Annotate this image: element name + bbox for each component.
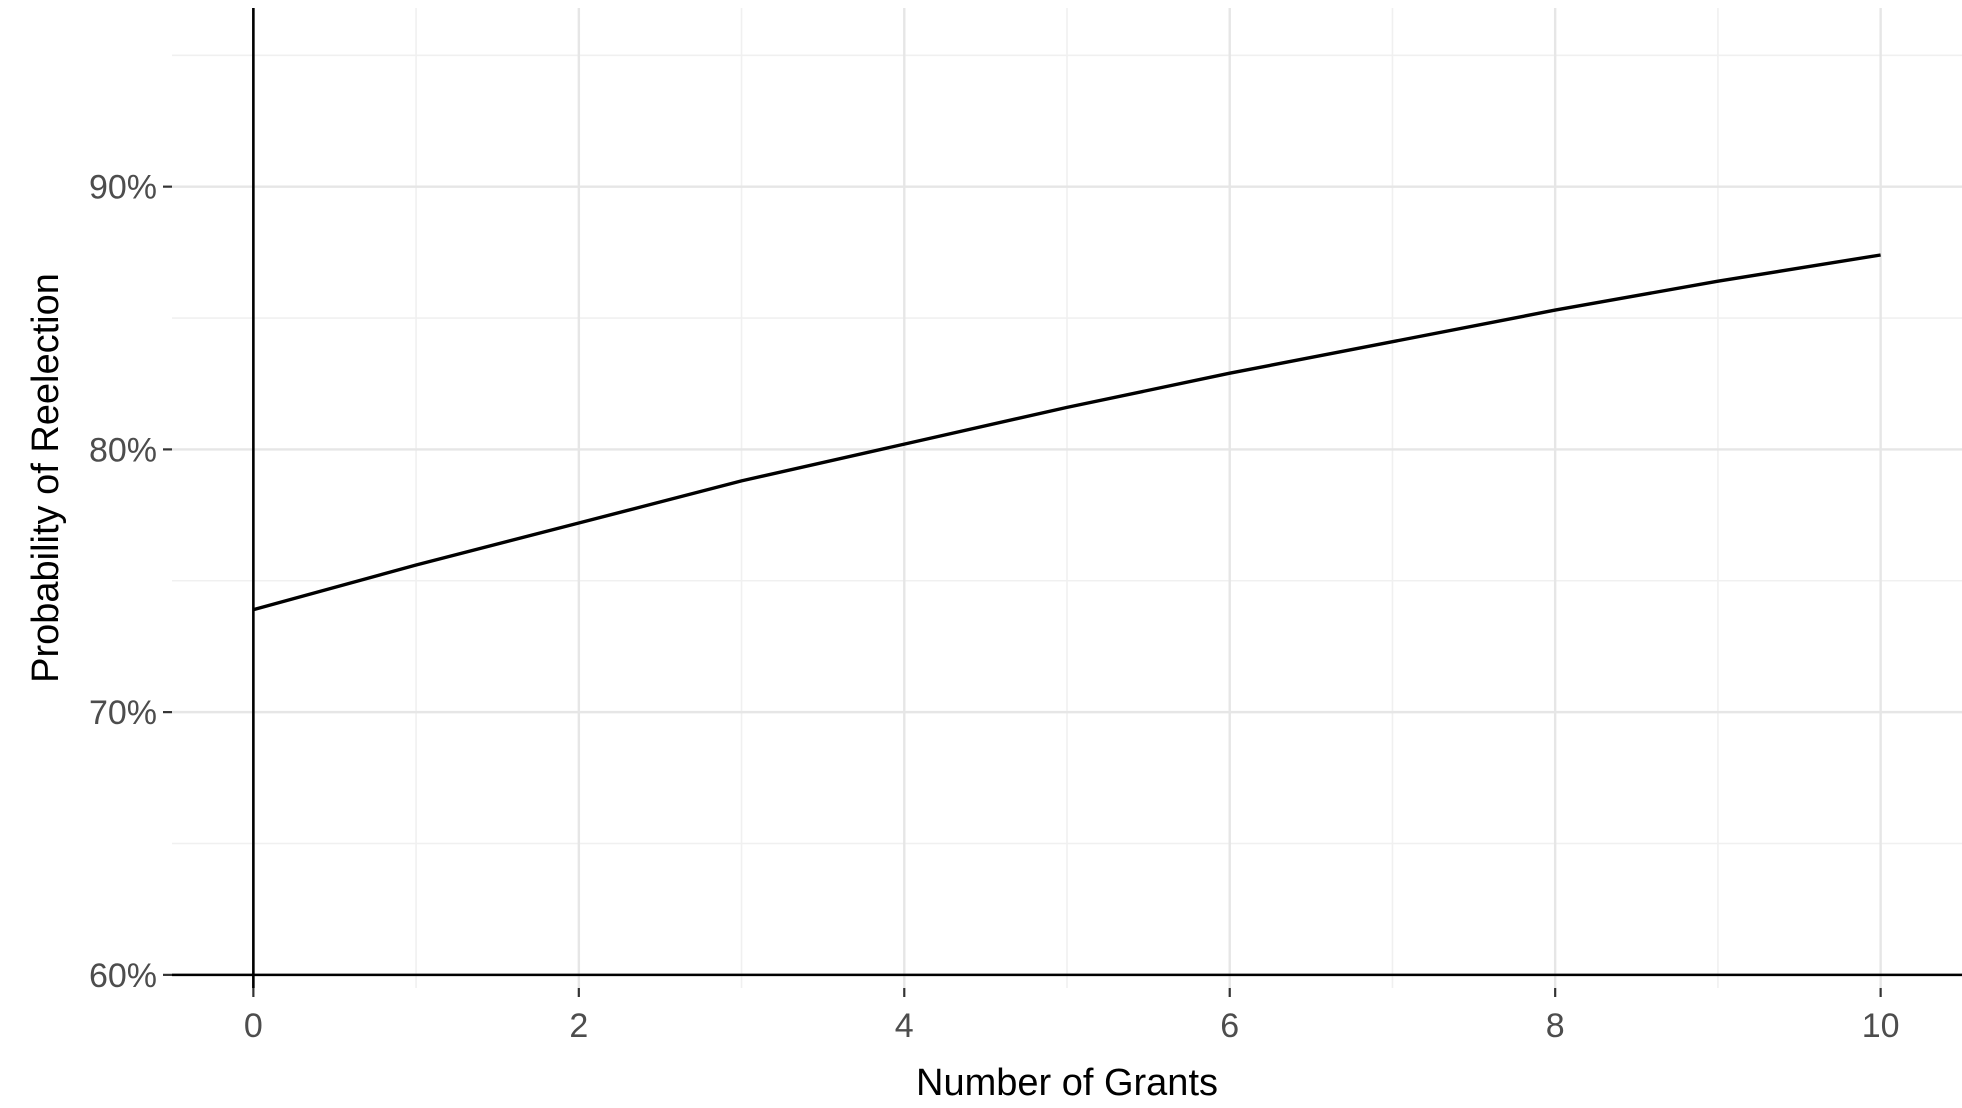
x-axis-title: Number of Grants <box>916 1062 1218 1104</box>
x-tick-label: 6 <box>1220 1007 1239 1045</box>
y-axis-title: Probability of Reelection <box>25 273 67 683</box>
tick-labels: 0 2 4 6 8 10 60% 70% 80% 90% <box>89 169 1900 1045</box>
x-tick-label: 8 <box>1546 1007 1565 1045</box>
y-tick-label: 60% <box>89 957 157 995</box>
major-gridlines <box>172 8 1962 988</box>
x-tick-label: 4 <box>895 1007 914 1045</box>
minor-gridlines <box>172 8 1962 988</box>
x-tick-label: 10 <box>1862 1007 1900 1045</box>
y-tick-label: 70% <box>89 694 157 732</box>
x-tick-label: 2 <box>569 1007 588 1045</box>
tick-marks <box>163 185 1882 997</box>
reference-axes <box>172 8 1962 988</box>
series-line-0 <box>252 253 1881 612</box>
y-tick-label: 80% <box>89 431 157 469</box>
y-tick-label: 90% <box>89 169 157 207</box>
series-layer <box>252 253 1881 612</box>
x-tick-label: 0 <box>244 1007 263 1045</box>
